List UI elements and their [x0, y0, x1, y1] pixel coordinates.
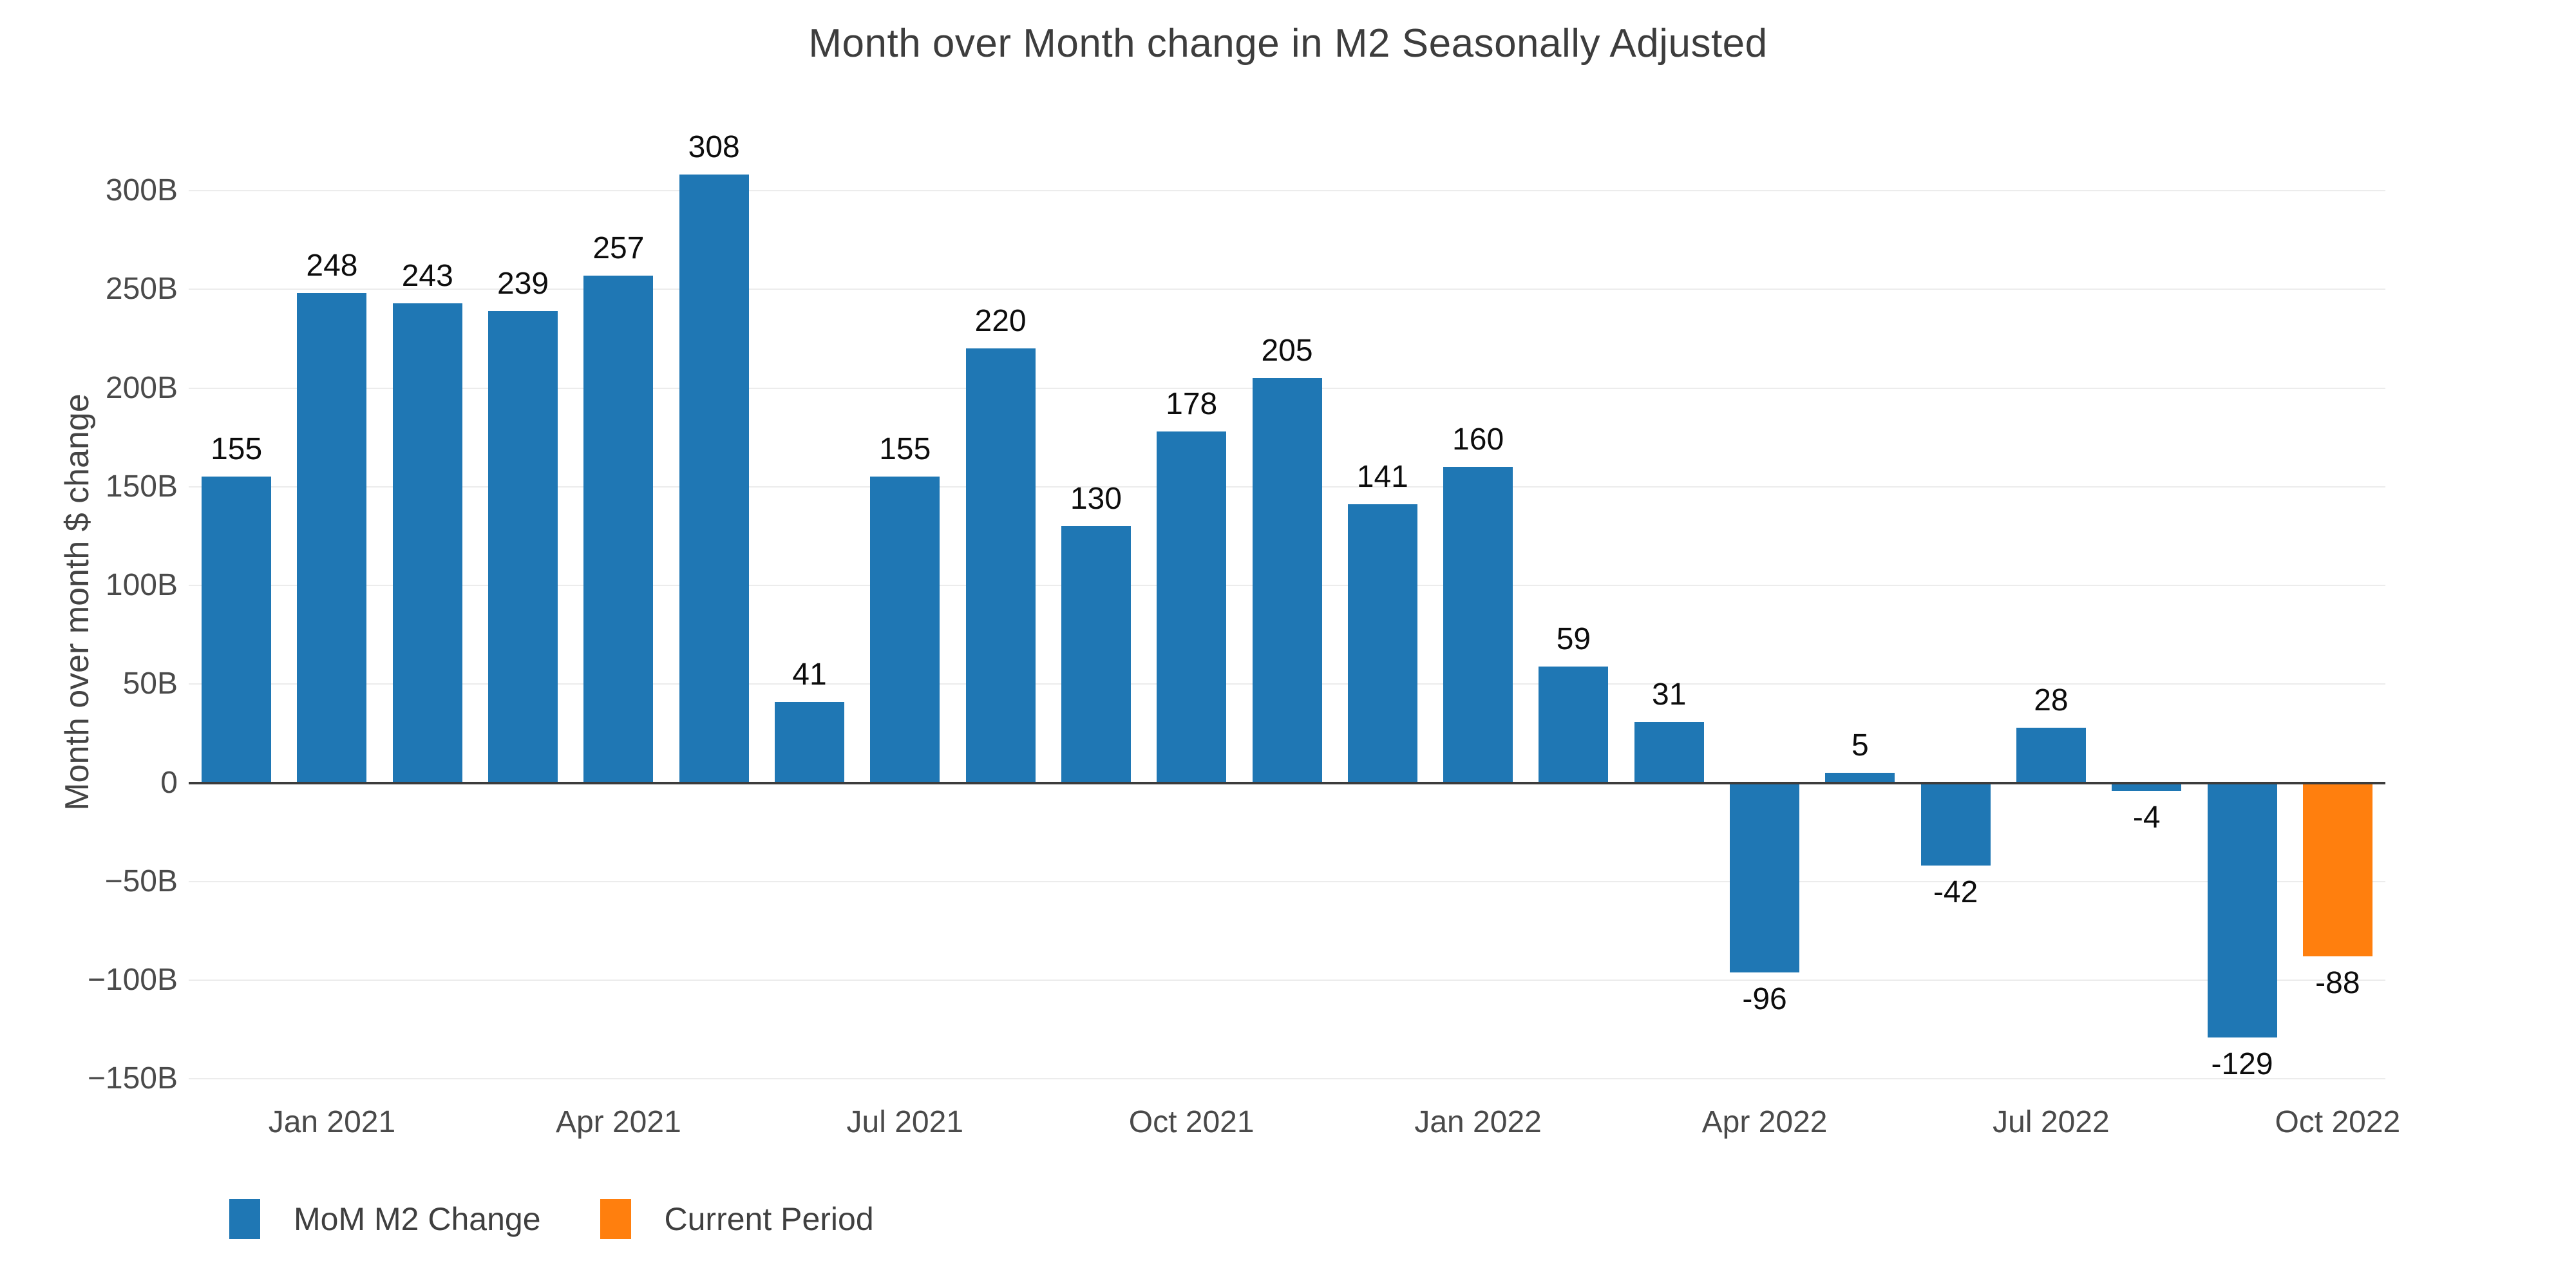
gridline — [189, 880, 2385, 882]
bar[interactable] — [583, 275, 654, 783]
zero-line — [189, 781, 2385, 784]
legend-color-swatch-icon — [600, 1199, 631, 1239]
chart-title: Month over Month change in M2 Seasonally… — [808, 21, 1768, 66]
gridline — [189, 189, 2385, 191]
bar[interactable] — [774, 701, 844, 783]
bar[interactable] — [2016, 727, 2086, 783]
bar[interactable] — [679, 175, 749, 783]
bar[interactable] — [1157, 431, 1227, 783]
bar[interactable] — [1634, 721, 1704, 783]
bar[interactable] — [870, 477, 940, 783]
x-tick-label: Apr 2021 — [555, 1105, 681, 1139]
legend-color-swatch-icon — [229, 1199, 260, 1239]
bar-value-label: 160 — [1452, 422, 1504, 457]
y-tick-label: 150B — [105, 469, 178, 504]
bar-value-label: 239 — [497, 266, 549, 301]
bar-value-label: 155 — [211, 432, 263, 467]
bar-value-label: 248 — [306, 249, 358, 283]
x-tick-label: Oct 2021 — [1128, 1105, 1255, 1139]
bar[interactable] — [392, 303, 462, 783]
legend-item-mom-m2-change[interactable]: MoM M2 Change — [229, 1199, 541, 1239]
bar[interactable] — [202, 477, 272, 783]
y-tick-label: 250B — [105, 272, 178, 307]
bar-value-label: -88 — [2315, 966, 2360, 1001]
y-tick-label: 50B — [122, 667, 178, 701]
bar[interactable] — [1539, 666, 1609, 783]
bar-value-label: -96 — [1742, 981, 1787, 1016]
bar-value-label: 28 — [2034, 683, 2069, 717]
x-tick-label: Jan 2022 — [1414, 1105, 1542, 1139]
bar-value-label: 5 — [1851, 728, 1869, 763]
bar[interactable] — [1825, 773, 1895, 783]
bar[interactable] — [1920, 782, 1991, 866]
bar-value-label: 205 — [1261, 334, 1313, 368]
bar-value-label: 243 — [401, 258, 453, 293]
y-tick-label: 300B — [105, 173, 178, 207]
bar[interactable] — [1347, 504, 1417, 783]
bar-value-label: -129 — [2211, 1047, 2273, 1082]
x-tick-label: Jul 2022 — [1993, 1105, 2110, 1139]
bar-value-label: 41 — [792, 657, 827, 692]
bar-value-label: 130 — [1070, 482, 1122, 516]
bar[interactable] — [2207, 782, 2277, 1038]
bar[interactable] — [297, 293, 367, 783]
bar-value-label: 220 — [974, 304, 1027, 339]
x-tick-label: Apr 2022 — [1701, 1105, 1828, 1139]
bar-value-label: -42 — [1933, 875, 1978, 910]
y-tick-label: −100B — [87, 963, 178, 998]
bar[interactable] — [2302, 782, 2372, 957]
x-tick-label: Jan 2021 — [268, 1105, 396, 1139]
bar[interactable] — [965, 348, 1036, 783]
bar-value-label: 31 — [1652, 677, 1687, 712]
legend-item-label: Current Period — [664, 1201, 874, 1237]
bar-value-label: 59 — [1556, 621, 1591, 656]
gridline — [189, 980, 2385, 981]
y-tick-label: −50B — [104, 864, 178, 898]
bar-value-label: 141 — [1356, 460, 1408, 495]
bar[interactable] — [1730, 782, 1800, 972]
bar-value-label: -4 — [2132, 800, 2161, 835]
gridline — [189, 289, 2385, 290]
bar-value-label: 257 — [592, 231, 645, 265]
bar-value-label: 178 — [1166, 386, 1218, 421]
gridline — [189, 1078, 2385, 1080]
x-tick-label: Oct 2022 — [2275, 1105, 2401, 1139]
bar[interactable] — [1061, 526, 1131, 783]
bar[interactable] — [488, 310, 558, 783]
bar-value-label: 155 — [879, 432, 931, 467]
y-tick-label: 100B — [105, 568, 178, 603]
bar-value-label: 308 — [688, 130, 740, 165]
bar[interactable] — [1252, 378, 1322, 783]
bar[interactable] — [1443, 467, 1513, 783]
legend-item-current-period[interactable]: Current Period — [600, 1199, 874, 1239]
y-tick-label: 0 — [160, 765, 178, 800]
legend-item-label: MoM M2 Change — [294, 1201, 541, 1237]
bar[interactable] — [2112, 782, 2182, 791]
legend: MoM M2 Change Current Period — [229, 1199, 874, 1239]
y-tick-label: 200B — [105, 370, 178, 405]
x-tick-label: Jul 2021 — [846, 1105, 964, 1139]
y-tick-label: −150B — [87, 1061, 178, 1096]
